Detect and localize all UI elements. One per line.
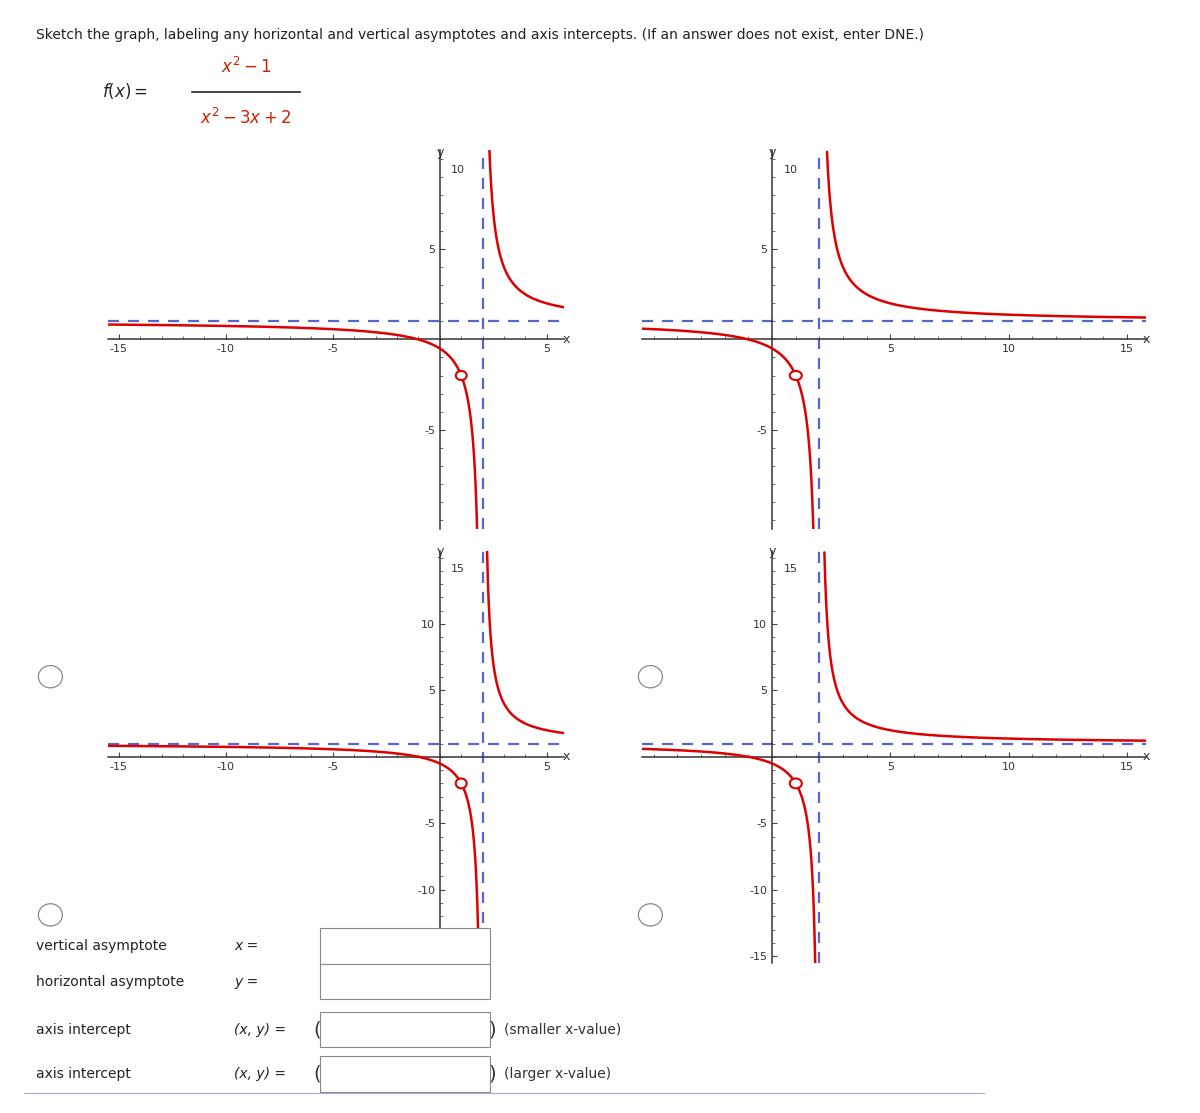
Text: x: x	[1142, 333, 1150, 346]
Text: y: y	[768, 544, 776, 558]
Ellipse shape	[790, 371, 802, 380]
Text: y: y	[436, 544, 444, 558]
Text: (larger x-value): (larger x-value)	[504, 1067, 611, 1081]
Text: horizontal asymptote: horizontal asymptote	[36, 975, 185, 988]
Text: 15: 15	[784, 563, 798, 573]
Text: x: x	[1142, 750, 1150, 764]
Text: ): )	[488, 1064, 496, 1084]
Text: y =: y =	[234, 975, 258, 988]
Text: (: (	[313, 1020, 320, 1040]
Text: axis intercept: axis intercept	[36, 1023, 131, 1036]
Text: (x, y) =: (x, y) =	[234, 1023, 286, 1036]
Ellipse shape	[456, 778, 467, 788]
Text: axis intercept: axis intercept	[36, 1067, 131, 1081]
Text: $x^2 - 1$: $x^2 - 1$	[221, 57, 271, 77]
Text: ): )	[488, 1020, 496, 1040]
Ellipse shape	[790, 778, 802, 788]
Text: Sketch the graph, labeling any horizontal and vertical asymptotes and axis inter: Sketch the graph, labeling any horizonta…	[36, 28, 924, 42]
Text: y: y	[436, 146, 444, 159]
Text: x =: x =	[234, 939, 258, 953]
Text: y: y	[768, 146, 776, 159]
Text: 10: 10	[450, 165, 464, 175]
Text: 15: 15	[450, 563, 464, 573]
Text: (: (	[313, 1064, 320, 1084]
Text: 10: 10	[784, 165, 798, 175]
Text: x: x	[563, 750, 570, 764]
Text: x: x	[563, 333, 570, 346]
Text: $x^2 - 3x + 2$: $x^2 - 3x + 2$	[200, 108, 292, 128]
Ellipse shape	[456, 371, 467, 380]
Text: $f(x) =$: $f(x) =$	[102, 81, 148, 101]
Text: vertical asymptote: vertical asymptote	[36, 939, 167, 953]
Text: (smaller x-value): (smaller x-value)	[504, 1023, 622, 1036]
Text: (x, y) =: (x, y) =	[234, 1067, 286, 1081]
